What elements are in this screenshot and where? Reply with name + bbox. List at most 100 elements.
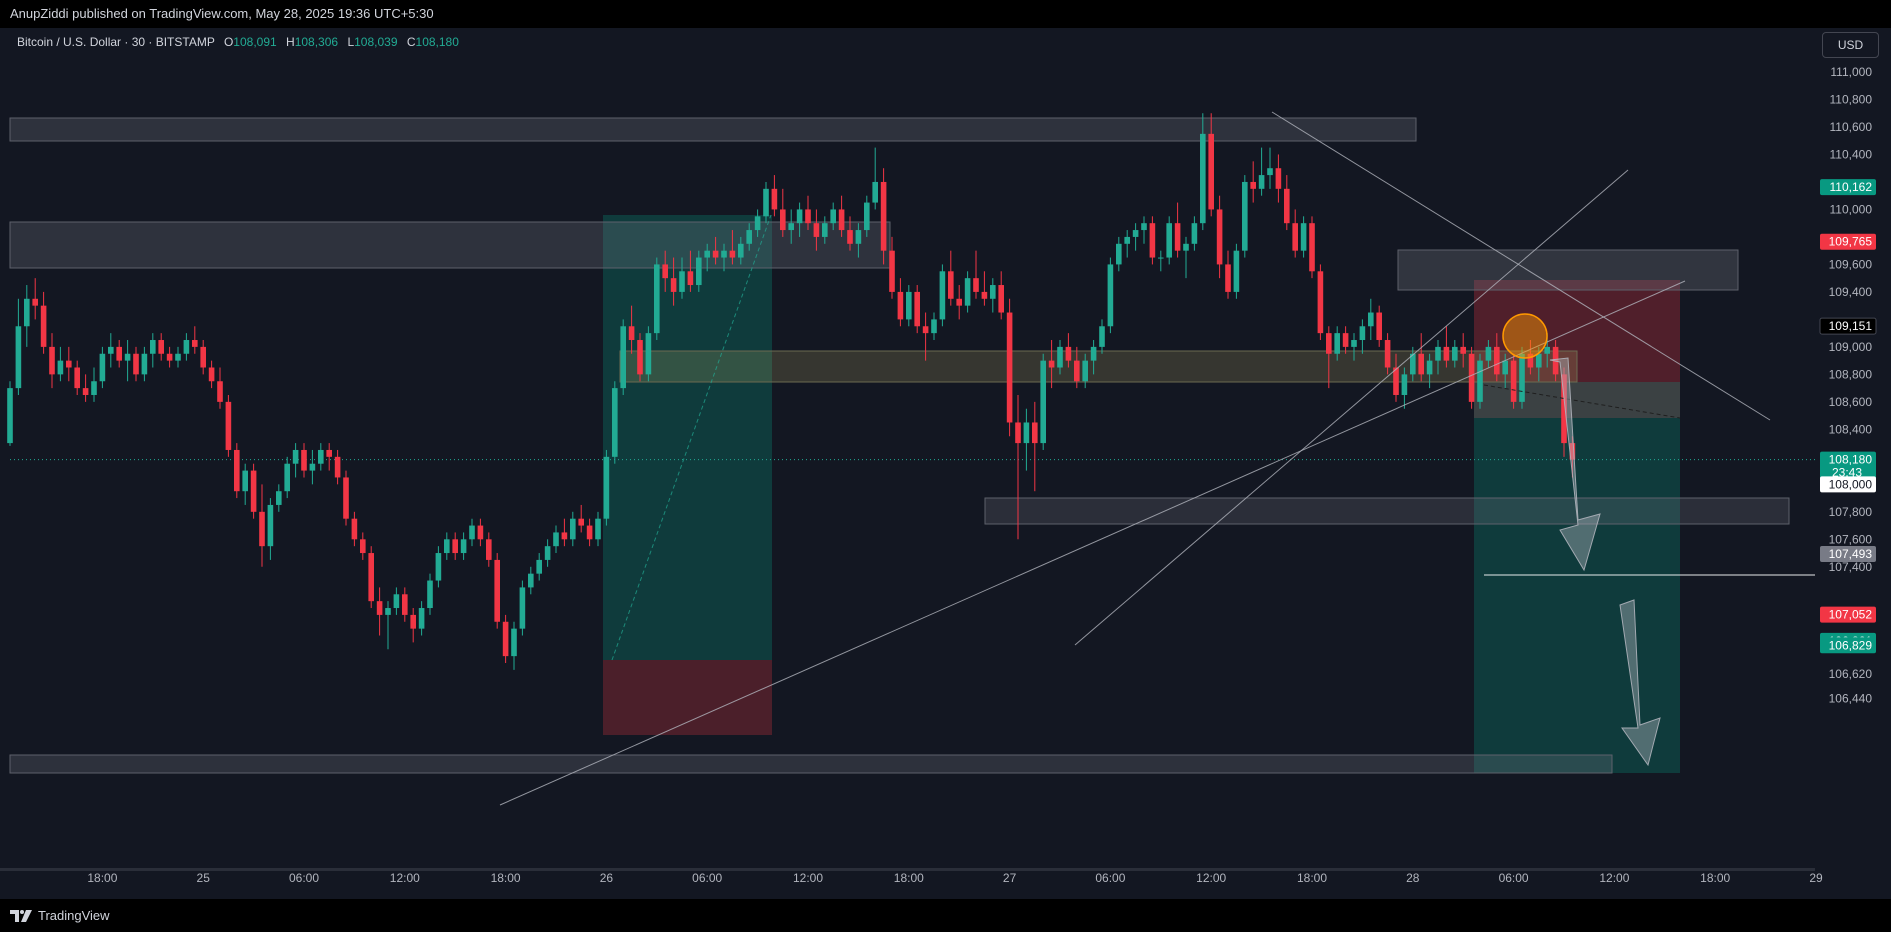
bullish-candle (427, 573, 433, 615)
candle-body (805, 209, 811, 224)
bearish-candle (1384, 333, 1391, 375)
bullish-candle (1116, 236, 1122, 272)
bullish-candle (931, 312, 937, 341)
candle-body (74, 367, 80, 389)
price-tag: 109,765 (1820, 233, 1876, 250)
bearish-candle (502, 614, 509, 664)
bullish-candle (1351, 333, 1357, 361)
candle-body (1435, 346, 1441, 361)
candle-body (813, 223, 820, 237)
currency-button[interactable]: USD (1822, 32, 1879, 58)
candle-body (906, 291, 912, 320)
bullish-candle (1267, 147, 1273, 189)
bearish-candle (1208, 113, 1214, 217)
candle-body (973, 278, 979, 292)
bullish-candle (24, 285, 30, 347)
candle-body (1519, 353, 1525, 402)
candle-body (964, 278, 971, 306)
high-value: 108,306 (294, 35, 339, 49)
bearish-candle (1443, 326, 1450, 368)
bullish-candle (1191, 216, 1198, 251)
candle-body (897, 291, 904, 320)
price-tick-label: 106,440 (1829, 692, 1873, 706)
candle-body (318, 449, 324, 464)
highlight-circle (1502, 313, 1548, 359)
candle-body (1250, 181, 1256, 189)
candle-body (1233, 250, 1240, 292)
bullish-candle (1107, 257, 1114, 334)
candle-body (1174, 223, 1181, 251)
candle-body (1048, 360, 1055, 368)
candle-body (158, 340, 164, 354)
time-tick-label: 28 (1406, 871, 1420, 885)
bullish-candle (276, 484, 282, 512)
bearish-candle (813, 209, 820, 251)
candle-body (150, 340, 156, 354)
candle-body (519, 587, 526, 629)
candle-body (637, 340, 643, 375)
bearish-candle (880, 168, 887, 265)
bearish-candle (208, 360, 215, 389)
candle-body (729, 250, 736, 258)
price-tag-box (1820, 476, 1876, 493)
drawing-layer (0, 28, 1891, 899)
short-position-stop-zone (1474, 280, 1680, 418)
bullish-candle (990, 278, 996, 313)
bullish-candle (1410, 346, 1416, 382)
bearish-candle (166, 346, 173, 368)
time-tick-label: 12:00 (793, 871, 823, 885)
time-tick-label: 18:00 (1700, 871, 1730, 885)
bearish-candle (1174, 202, 1181, 258)
price-tag-box (1820, 637, 1876, 654)
overlay-layer (499, 111, 1820, 806)
bearish-candle (1393, 353, 1399, 402)
tradingview-logo-icon (10, 909, 32, 922)
candle-body (670, 278, 677, 292)
bearish-candle (586, 518, 593, 547)
candle-body (721, 250, 727, 258)
candle-body (1267, 168, 1273, 176)
price-chart[interactable]: 106,440 106,620 107,400 107,600 107,800 108,4… (0, 28, 1891, 899)
candle-body (1242, 181, 1248, 251)
bullish-candle (603, 449, 610, 526)
tradingview-logo[interactable]: TradingView (10, 908, 110, 923)
price-tick-label: 108,800 (1829, 367, 1873, 381)
candle-body (628, 326, 635, 341)
candle-body (116, 346, 122, 361)
bullish-candle (435, 546, 442, 588)
price-tag-label: 110,162 (1830, 180, 1873, 194)
bearish-candle (922, 312, 929, 361)
candle-body (620, 326, 626, 389)
price-tick-label: 108,400 (1829, 422, 1873, 436)
bearish-candle (200, 340, 206, 375)
bearish-candle (998, 271, 1004, 320)
bullish-candle (284, 456, 290, 499)
candle-body (301, 449, 307, 471)
bearish-candle (687, 250, 694, 292)
bearish-candle (217, 367, 223, 409)
candle-body (1468, 353, 1475, 402)
bullish-candle (444, 532, 450, 560)
candle-body (1334, 333, 1340, 354)
bearish-candle (956, 285, 962, 320)
time-axis[interactable]: 18:00 25 06:00 12:00 18:00 26 06:00 12:00 18:00 2… (0, 868, 1823, 885)
footer-bar: TradingView (0, 899, 1891, 932)
price-tag-box (1820, 546, 1876, 563)
candle-body (385, 608, 391, 615)
candle-body (435, 553, 442, 581)
bullish-candle (1477, 353, 1483, 409)
candle-body (612, 388, 618, 457)
bearish-candle (49, 333, 55, 389)
bearish-candle (402, 587, 408, 622)
time-tick-label: 25 (197, 871, 211, 885)
bearish-candle (838, 195, 845, 237)
candle-body (460, 539, 467, 554)
bullish-candle (704, 243, 710, 272)
candle-body (1477, 360, 1483, 402)
candle-body (914, 291, 920, 327)
bearish-candle (1216, 195, 1223, 279)
candle-body (15, 326, 22, 389)
bullish-candle (1023, 408, 1030, 471)
bullish-candle (511, 621, 517, 670)
price-axis[interactable]: 106,440 106,620 107,400 107,600 107,800 108,4… (1815, 28, 1891, 899)
